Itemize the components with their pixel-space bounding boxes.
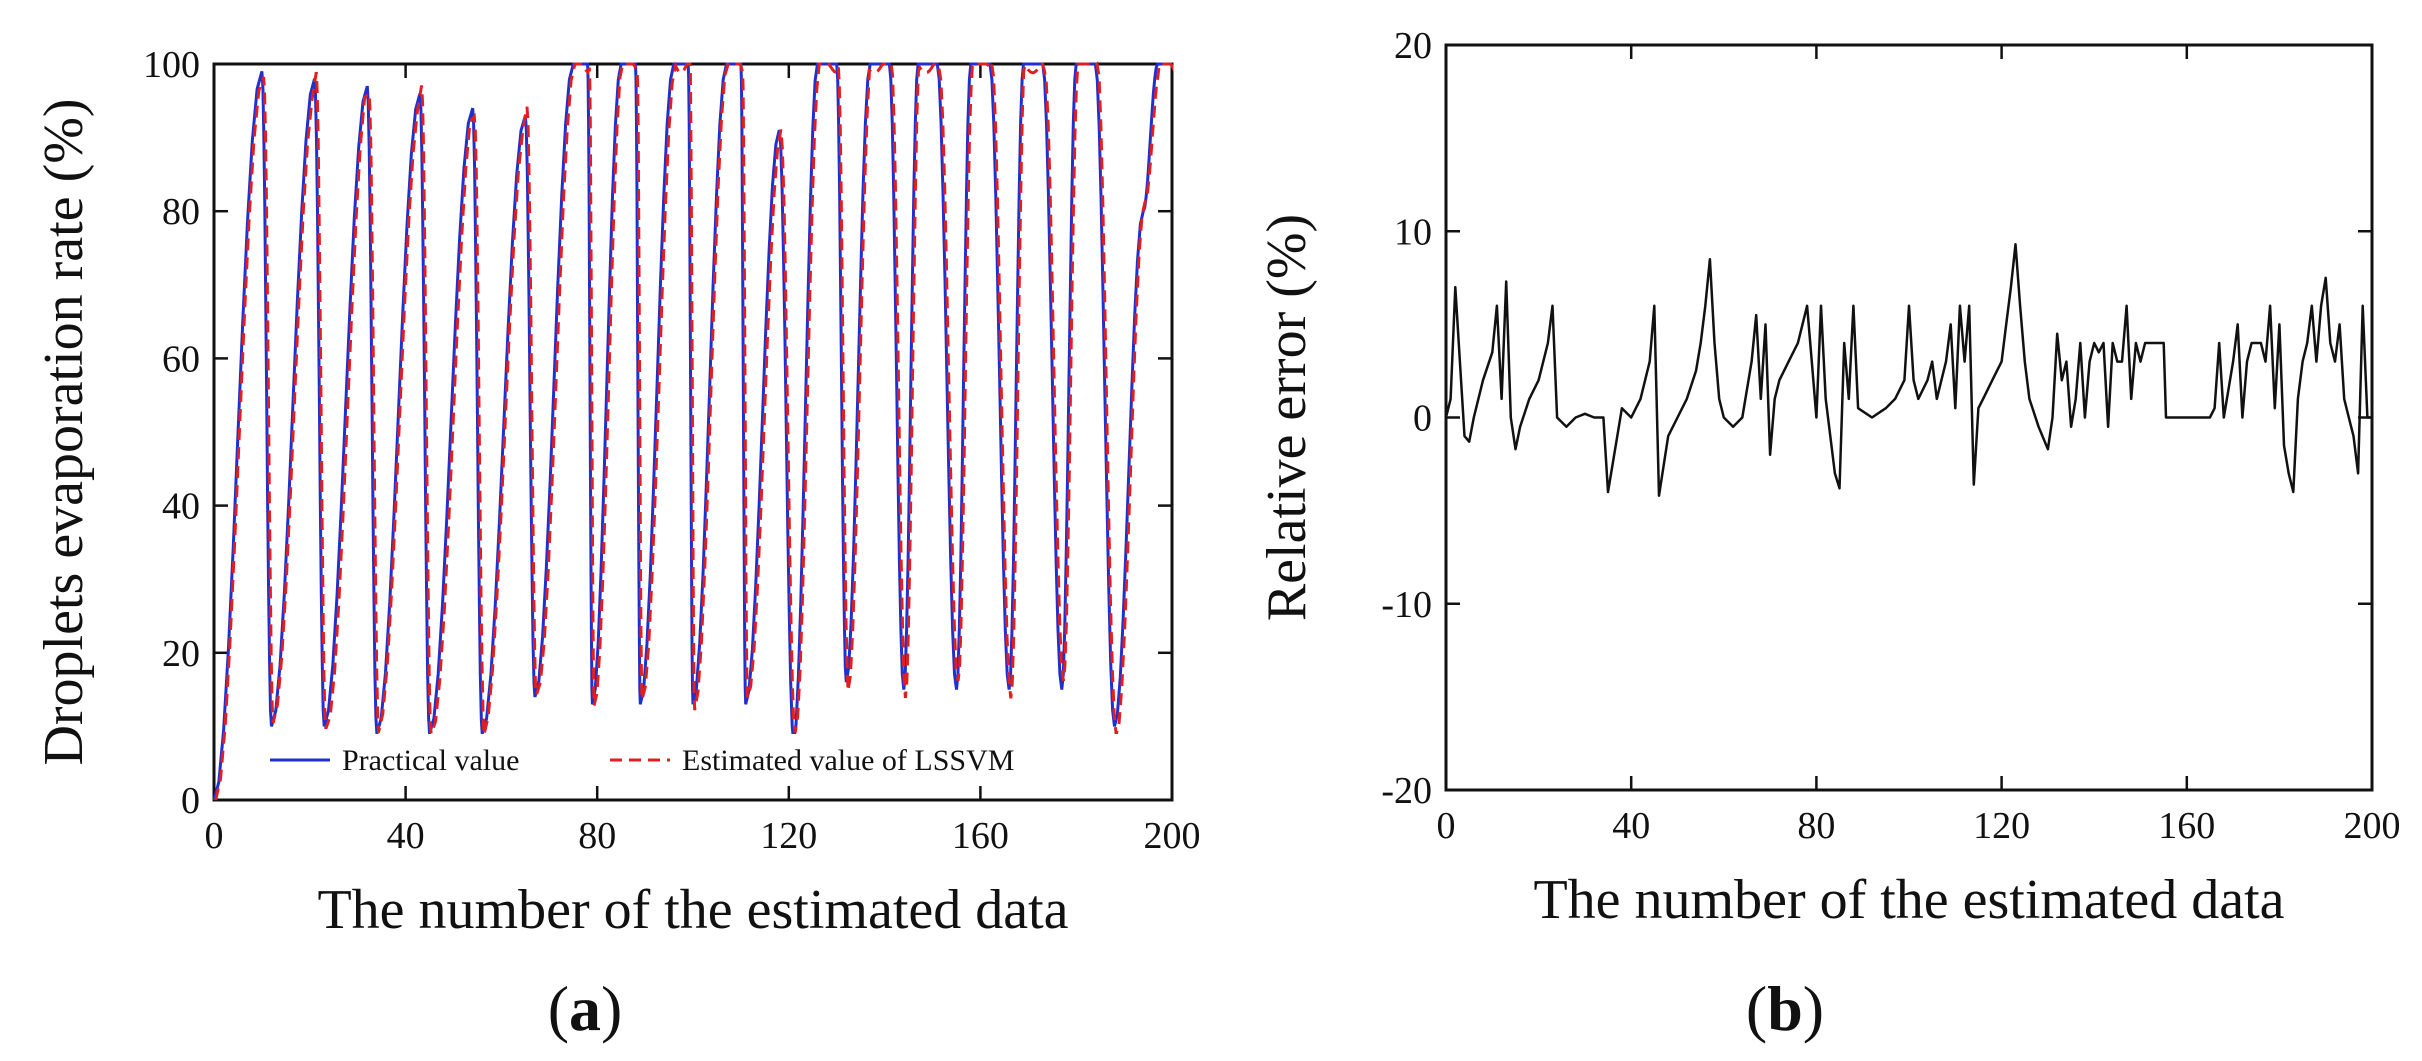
y-axis-label: Relative error (%) [1256,214,1318,621]
y-tick-label: -10 [1381,584,1432,626]
legend-label-practical: Practical value [342,744,519,777]
panel-label-close: ) [1803,973,1824,1044]
x-tick-label: 160 [2158,805,2215,847]
y-tick-label: 60 [162,338,200,380]
y-tick-label: -20 [1381,770,1432,812]
y-tick-label: 100 [143,44,200,86]
y-tick-label: 80 [162,191,200,233]
x-tick-label: 0 [205,815,224,857]
legend-label-estimated: Estimated value of LSSVM [682,744,1014,777]
x-tick-label: 120 [760,815,817,857]
x-tick-label: 0 [1437,805,1456,847]
x-tick-label: 40 [1612,805,1650,847]
plot-frame [1444,43,2374,792]
y-tick-label: 0 [1413,398,1432,440]
y-tick-label: 20 [162,633,200,675]
y-tick-label: 20 [1394,25,1432,67]
series-line-estimated-value [214,59,1174,801]
chart-panel-b: 0 40 80 120 160 200 -20 -10 0 10 20 The number of t… [1256,25,2401,1044]
series-line-relative-error [1444,243,2372,497]
series-line-practical-value [212,62,1172,801]
panel-label-open: ( [1746,973,1767,1044]
y-tick-label: 10 [1394,211,1432,253]
chart-panel-a: 0 40 80 120 160 200 0 20 40 60 80 100 The number of … [33,44,1201,1044]
x-tick-label: 80 [1797,805,1835,847]
x-tick-label: 40 [387,815,425,857]
y-tick-label: 0 [181,780,200,822]
panel-label-close: ) [601,973,622,1044]
panel-label: (a) [548,973,623,1044]
y-axis-label: Droplets evaporation rate (%) [33,98,95,765]
plot-frame [212,62,1174,802]
y-tick-label: 40 [162,486,200,528]
x-tick-label: 80 [578,815,616,857]
panel-label-letter: b [1767,973,1803,1044]
x-axis-label: The number of the estimated data [317,879,1068,941]
panel-label-open: ( [548,973,569,1044]
x-tick-label: 160 [952,815,1009,857]
panel-label-letter: a [569,973,601,1044]
x-tick-label: 200 [2344,805,2401,847]
x-axis-label: The number of the estimated data [1533,869,2284,931]
x-tick-label: 200 [1144,815,1201,857]
x-tick-label: 120 [1973,805,2030,847]
legend-box [264,734,1164,774]
panel-label: (b) [1746,973,1824,1044]
